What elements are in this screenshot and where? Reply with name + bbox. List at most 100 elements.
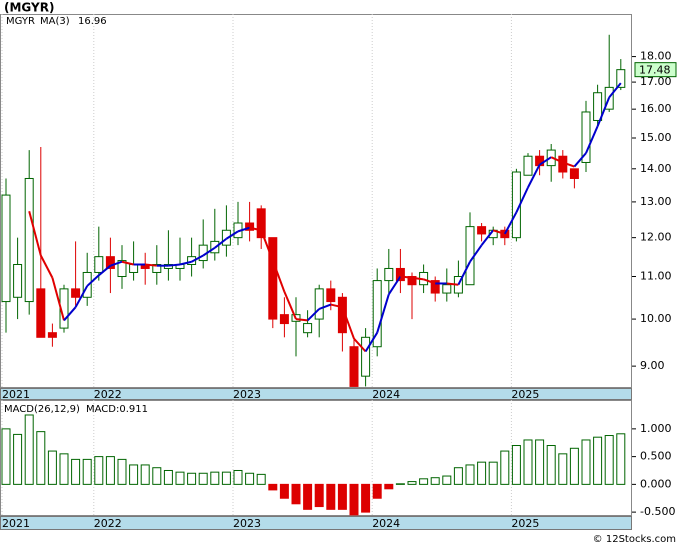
candle-body <box>337 296 347 334</box>
x-tick-label: 2025 <box>511 517 539 530</box>
ma-line <box>318 303 332 310</box>
macd-bar <box>175 471 185 485</box>
ma-line <box>51 277 65 321</box>
candle-body <box>430 280 440 294</box>
macd-bar <box>384 483 394 490</box>
ma-line <box>550 156 564 164</box>
year-band <box>0 388 632 400</box>
macd-bar <box>593 436 603 485</box>
ma-line <box>214 237 228 249</box>
macd-bar <box>71 458 81 485</box>
candle-body <box>581 111 591 163</box>
x-tick-label: 2023 <box>233 517 261 530</box>
candle-body <box>36 288 46 338</box>
ma-line <box>295 318 308 322</box>
candle-body <box>465 226 475 286</box>
ma-line <box>225 230 239 240</box>
candle-body <box>372 280 382 348</box>
footer: © 12Stocks.com <box>593 534 676 545</box>
legend-ma: MA(3) <box>40 16 70 27</box>
ma-line <box>39 255 54 279</box>
candle-body <box>105 256 115 269</box>
candle-body <box>47 332 57 338</box>
ma-line <box>168 263 181 267</box>
macd-bar <box>94 456 104 485</box>
ma-line <box>411 276 424 281</box>
candle-body <box>129 263 139 273</box>
plot-area <box>0 14 632 388</box>
candle-body <box>442 284 452 294</box>
y-tick-label: 10.00 <box>640 312 672 325</box>
ma-line <box>98 264 112 277</box>
candle-body <box>303 323 313 334</box>
y-tick-label: 0.000 <box>640 477 672 490</box>
ma-line <box>596 96 611 127</box>
candle-body <box>71 288 81 298</box>
y-tick-label: 12.00 <box>640 231 672 244</box>
macd-bar <box>361 483 371 513</box>
candle-body <box>477 226 487 235</box>
macd-bar <box>337 483 347 510</box>
ma-line <box>573 152 587 168</box>
macd-bar <box>13 433 23 485</box>
macd-bar <box>604 435 614 485</box>
macd-bar <box>569 447 579 485</box>
candle-body <box>407 276 417 286</box>
ma-line <box>145 263 157 267</box>
macd-bar <box>523 439 533 485</box>
ma-line <box>527 164 541 188</box>
x-tick-label: 2024 <box>372 388 400 401</box>
ma-line <box>63 306 77 322</box>
candle-body <box>117 260 127 278</box>
y-tick-label: 16.00 <box>640 102 672 115</box>
ma-line <box>260 229 274 261</box>
macd-bar <box>291 483 301 505</box>
macd-bar <box>140 464 150 485</box>
candle-body <box>314 288 324 320</box>
candle-body <box>593 92 603 121</box>
ma-line <box>283 291 297 320</box>
y-tick-label: 15.00 <box>640 131 672 144</box>
price-tag-label: 17.48 <box>639 64 671 77</box>
y-tick-label: 14.00 <box>640 162 672 175</box>
x-tick-label: 2022 <box>94 388 122 401</box>
ma-line <box>400 275 413 279</box>
ma-line <box>492 229 506 235</box>
ma-line <box>121 260 134 266</box>
ma-line <box>74 285 89 308</box>
macd-bar <box>488 461 498 485</box>
candle-body <box>395 267 405 282</box>
macd-bar <box>511 445 521 485</box>
ma-line <box>503 211 518 235</box>
macd-bar <box>256 473 266 485</box>
ma-line <box>86 274 100 287</box>
legend-ma-value: 16.96 <box>78 16 107 27</box>
y-tick-label: 18.00 <box>640 50 672 63</box>
y-tick-label: -0.500 <box>640 505 675 518</box>
candle-body <box>326 288 336 303</box>
ma-line <box>330 303 343 309</box>
chart-title: (MGYR) <box>4 1 54 15</box>
macd-bar <box>442 475 452 485</box>
macd-title: MACD(26,12,9) <box>4 404 80 415</box>
macd-bar <box>36 431 46 485</box>
candle-body <box>279 314 289 325</box>
x-tick-label: 2021 <box>2 388 30 401</box>
macd-bar <box>117 458 127 485</box>
ma-line <box>446 282 459 286</box>
candle-body <box>616 69 626 88</box>
candle-body <box>268 237 278 320</box>
ma-line <box>202 246 216 257</box>
candle-body <box>361 336 371 377</box>
ma-line <box>585 125 599 154</box>
candle-body <box>152 263 162 273</box>
macd-label: MACD:0.911 <box>86 404 148 415</box>
candle-body <box>500 229 510 239</box>
x-tick-label: 2021 <box>2 517 30 530</box>
macd-bar <box>372 483 382 499</box>
macd-bar <box>430 477 440 485</box>
ma-line <box>237 226 250 233</box>
y-tick-label: 0.500 <box>640 450 672 463</box>
ma-line <box>110 260 123 267</box>
